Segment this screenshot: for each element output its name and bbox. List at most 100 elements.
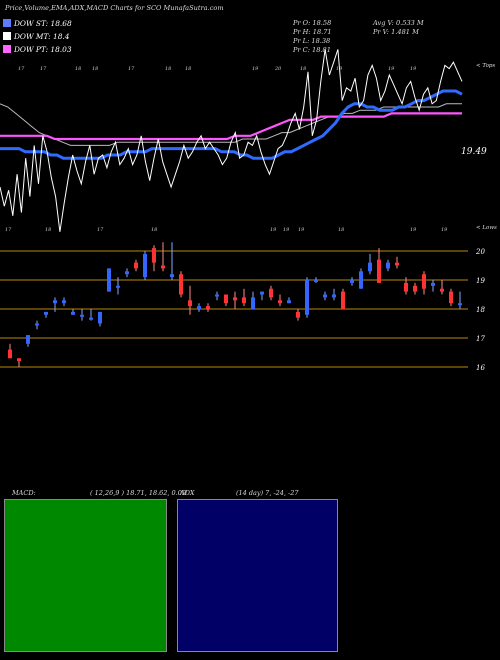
candle-body bbox=[197, 306, 201, 309]
adx-panel bbox=[177, 499, 338, 652]
candle-body bbox=[395, 262, 399, 266]
chart-title: Price,Volume,EMA,ADX,MACD Charts for SCO… bbox=[5, 4, 224, 12]
candle-body bbox=[341, 291, 345, 309]
candle-body bbox=[134, 262, 138, 269]
adx-title: ADX bbox=[180, 489, 195, 497]
candle-body bbox=[26, 335, 30, 344]
legend-swatch-st bbox=[3, 19, 11, 27]
candle-body bbox=[260, 291, 264, 295]
candle-body bbox=[449, 291, 453, 304]
quote-volume: Pr V: 1.481 M bbox=[373, 28, 419, 36]
candle-body bbox=[224, 294, 228, 304]
candle-body bbox=[125, 271, 129, 275]
legend-dow-st: DOW ST: 18.68 bbox=[3, 18, 72, 28]
top-label: 19 bbox=[336, 66, 343, 72]
top-label: 18 bbox=[75, 66, 81, 72]
candle-body bbox=[323, 294, 327, 298]
lows-label: < Lows bbox=[476, 225, 497, 231]
axis-labels: 17 17 18 18 17 18 18 19 20 18 19 19 19 17 18 17 18 19 19 19… bbox=[5, 66, 448, 233]
top-label: 18 bbox=[300, 66, 306, 72]
quote-high: Pr H: 18.71 bbox=[293, 28, 332, 36]
candle-body bbox=[386, 262, 390, 269]
legend-label-mt: DOW MT: 18.4 bbox=[14, 31, 70, 41]
macd-panel bbox=[4, 499, 167, 652]
low-label: 19 bbox=[410, 227, 417, 233]
candle-body bbox=[251, 297, 255, 309]
candle-body bbox=[53, 300, 57, 304]
legend-label-pt: DOW PT: 18.03 bbox=[14, 44, 72, 54]
candle-body bbox=[440, 288, 444, 292]
candle-body bbox=[305, 280, 309, 315]
candle-body bbox=[71, 311, 75, 315]
quote-avg-volume: Avg V: 0.533 M bbox=[373, 19, 424, 27]
quote-low: Pr L: 18.38 bbox=[293, 37, 331, 45]
candle-body bbox=[368, 262, 372, 272]
candle-body bbox=[107, 268, 111, 292]
candlestick-chart bbox=[8, 242, 462, 367]
candle-body bbox=[98, 311, 102, 324]
low-label: 19 bbox=[298, 227, 305, 233]
top-label: 17 bbox=[128, 66, 135, 72]
macd-title: MACD: bbox=[12, 489, 36, 497]
price-tick-label: 18 bbox=[476, 306, 485, 314]
candle-body bbox=[314, 280, 318, 282]
low-label: 19 bbox=[270, 227, 277, 233]
candle-body bbox=[17, 358, 21, 362]
candle-body bbox=[269, 288, 273, 298]
low-label: 18 bbox=[151, 227, 157, 233]
price-tick-label: 16 bbox=[476, 364, 485, 372]
candle-body bbox=[359, 271, 363, 289]
top-label: 17 bbox=[18, 66, 25, 72]
candle-body bbox=[188, 300, 192, 307]
candle-body bbox=[332, 294, 336, 298]
candle-body bbox=[422, 274, 426, 289]
candle-body bbox=[152, 248, 156, 263]
candle-body bbox=[62, 300, 66, 304]
legend-label-st: DOW ST: 18.68 bbox=[14, 18, 72, 28]
candle-body bbox=[44, 311, 48, 315]
candle-body bbox=[278, 300, 282, 304]
candle-body bbox=[233, 297, 237, 301]
candle-body bbox=[242, 297, 246, 304]
candle-body bbox=[287, 300, 291, 304]
legend-swatch-pt bbox=[3, 45, 11, 53]
legend-dow-pt: DOW PT: 18.03 bbox=[3, 44, 72, 54]
candle-body bbox=[170, 274, 174, 278]
price-tick-label: 19 bbox=[476, 277, 485, 285]
candle-body bbox=[179, 274, 183, 295]
ema-long-line bbox=[0, 112, 462, 141]
candle-body bbox=[206, 306, 210, 309]
candle-body bbox=[80, 314, 84, 317]
candle-body bbox=[8, 349, 12, 359]
last-price-label: 19.49 bbox=[461, 147, 487, 157]
low-label: 17 bbox=[5, 227, 12, 233]
candle-body bbox=[350, 280, 354, 283]
quote-close: Pr C: 18.81 bbox=[293, 46, 331, 54]
candle-body bbox=[161, 265, 165, 269]
candle-body bbox=[404, 282, 408, 292]
low-label: 19 bbox=[283, 227, 290, 233]
legend-dow-mt: DOW MT: 18.4 bbox=[3, 31, 69, 41]
candle-body bbox=[377, 259, 381, 283]
low-label: 19 bbox=[441, 227, 448, 233]
price-tick-label: 20 bbox=[475, 248, 485, 256]
adx-params: (14 day) 7, -24, -27 bbox=[236, 489, 299, 497]
candle-body bbox=[116, 285, 120, 288]
price-levels: 16 17 18 19 20 bbox=[0, 248, 485, 372]
top-label: 19 bbox=[388, 66, 395, 72]
top-label: 20 bbox=[274, 66, 282, 72]
top-label: 17 bbox=[40, 66, 47, 72]
quote-open: Pr O: 18.58 bbox=[293, 19, 332, 27]
candle-body bbox=[431, 282, 435, 286]
candle-body bbox=[296, 311, 300, 318]
top-label: 19 bbox=[252, 66, 259, 72]
price-line bbox=[0, 49, 463, 232]
low-label: 18 bbox=[45, 227, 51, 233]
candle-body bbox=[35, 323, 39, 326]
top-label: 18 bbox=[185, 66, 191, 72]
candle-body bbox=[215, 294, 219, 297]
price-tick-label: 17 bbox=[476, 335, 485, 343]
candle-body bbox=[413, 285, 417, 292]
top-label: 18 bbox=[92, 66, 98, 72]
upper-price-chart bbox=[0, 49, 463, 232]
